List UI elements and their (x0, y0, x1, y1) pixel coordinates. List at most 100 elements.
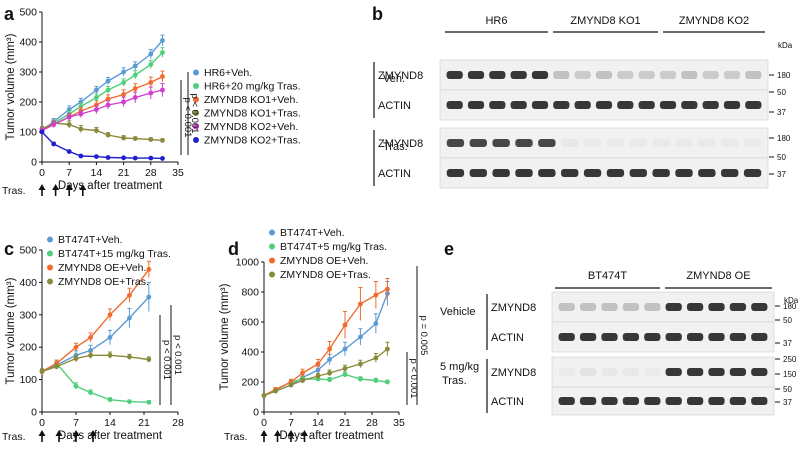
blot-band (652, 139, 670, 147)
legend-marker (269, 257, 275, 264)
blot-band (702, 71, 719, 79)
mw-marker-label: 180 (777, 71, 791, 80)
data-point (78, 111, 84, 117)
legend-marker (47, 236, 53, 243)
data-point (146, 357, 152, 362)
blot-group-label: ZMYND8 KO1 (570, 15, 640, 27)
mw-marker-label: 37 (777, 170, 786, 179)
data-point (342, 322, 348, 328)
blot-band (665, 397, 682, 405)
x-tick-label: 28 (366, 417, 378, 429)
blot-band (681, 71, 698, 79)
blot-protein-label: ACTIN (491, 332, 524, 344)
blot-band (606, 139, 625, 147)
blot-band (617, 71, 634, 79)
series-zmynd8-oe-tras (39, 351, 152, 375)
treatment-arrow-head (65, 184, 73, 190)
blot-band (558, 397, 575, 405)
blot-band (558, 368, 575, 376)
pvalue-label: p = 0.005 (418, 316, 429, 356)
x-axis-title: Days after treatment (279, 430, 384, 442)
data-point (105, 78, 111, 84)
treatment-arrow-head (301, 430, 308, 436)
data-point (160, 38, 165, 43)
data-point (127, 354, 132, 360)
data-point (127, 315, 132, 321)
mw-marker-label: 50 (777, 153, 786, 162)
x-tick-label: 35 (393, 417, 405, 429)
y-tick-label: 200 (19, 97, 37, 109)
blot-band (538, 169, 556, 177)
treatment-arrow-head (55, 430, 63, 436)
data-point (373, 355, 379, 361)
legend-entry: HR6+20 mg/kg Tras. (204, 81, 301, 93)
blot-band (579, 397, 597, 405)
y-tick-label: 400 (241, 347, 259, 359)
treatment-label: Vehicle (440, 306, 475, 318)
blot-band (601, 368, 618, 376)
data-point (121, 155, 126, 161)
blot-band (644, 303, 661, 311)
legend-marker (47, 264, 53, 271)
x-tick-label: 28 (145, 167, 157, 179)
data-point (327, 377, 332, 383)
blot-band (617, 101, 634, 109)
legend-marker (193, 123, 199, 130)
blot-band (723, 101, 741, 109)
treatment-label: Tras. (2, 431, 26, 443)
panel-label-b: b (372, 4, 383, 24)
data-point (148, 137, 154, 142)
data-point (94, 128, 99, 133)
blot-band (665, 368, 682, 376)
data-point (132, 63, 138, 69)
blot-band (708, 333, 725, 341)
blot-band (659, 101, 677, 109)
treatment-arrow-head (72, 430, 80, 436)
x-tick-label: 0 (39, 167, 45, 179)
blot-band (579, 333, 597, 341)
mw-marker-label: 180 (783, 302, 797, 311)
data-point (39, 369, 45, 374)
y-tick-label: 300 (19, 309, 37, 321)
data-point (132, 72, 138, 78)
blot-band (686, 303, 704, 311)
series-line (41, 40, 164, 132)
x-axis-title: Days after treatment (58, 430, 163, 442)
mw-marker-label: 250 (783, 355, 797, 364)
blot-band (698, 139, 716, 147)
blot-band (751, 368, 768, 376)
data-point (273, 388, 278, 394)
data-point (78, 126, 84, 132)
blot-band (515, 169, 533, 177)
data-point (39, 129, 45, 135)
data-point (160, 74, 165, 79)
blot-band (606, 169, 625, 177)
legend-entry: BT474T+Veh. (280, 227, 345, 239)
data-point (88, 352, 93, 358)
x-axis-title: Days after treatment (58, 180, 163, 192)
blot-band (686, 397, 704, 405)
series-line (41, 122, 163, 142)
data-point (51, 122, 57, 127)
blot-band (743, 169, 762, 177)
treatment-arrow-head (89, 430, 97, 436)
blot-protein-label: ZMYND8 (491, 367, 536, 379)
blot-band (721, 169, 739, 177)
data-point (327, 346, 332, 352)
blot-band (708, 397, 725, 405)
data-point (94, 95, 99, 100)
data-point (121, 92, 126, 97)
data-point (107, 335, 113, 340)
series-line (41, 52, 164, 132)
legend-marker (269, 271, 275, 278)
blot-band (446, 71, 463, 79)
blot-protein-label: ZMYND8 (378, 70, 423, 82)
legend-entry: ZMYND8 KO2+Tras. (204, 135, 301, 147)
y-tick-label: 300 (19, 67, 37, 79)
data-point (73, 344, 79, 350)
data-point (94, 87, 99, 93)
kda-label: kDa (778, 41, 793, 50)
legend-entry: BT474T+Veh. (58, 234, 123, 246)
data-point (148, 62, 154, 67)
data-point (148, 155, 154, 161)
